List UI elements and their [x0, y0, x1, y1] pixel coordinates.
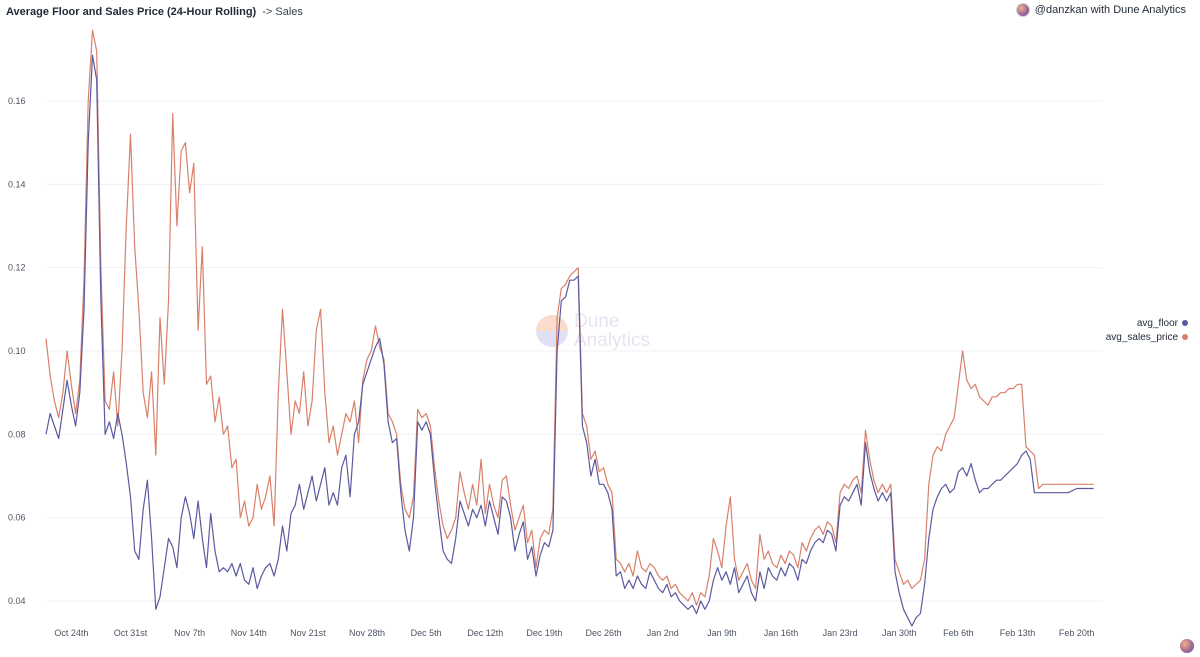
- x-axis-ticks: Oct 24th Oct 31st Nov 7th Nov 14th Nov 21st N…: [54, 628, 1094, 638]
- legend-label-avg-floor: avg_floor: [1136, 317, 1178, 329]
- x-tick-label: Dec 19th: [526, 628, 562, 638]
- legend-item-avg-sales-price[interactable]: avg_sales_price: [1106, 330, 1188, 344]
- legend-dot-avg-floor-icon: [1182, 320, 1188, 326]
- x-tick-label: Oct 31st: [114, 628, 148, 638]
- x-tick-label: Dec 12th: [467, 628, 503, 638]
- watermark: Dune Analytics: [536, 312, 650, 350]
- series-line-avg-sales-price: [45, 29, 1094, 606]
- y-tick-label: 0.10: [8, 346, 26, 356]
- x-tick-label: Jan 23rd: [823, 628, 858, 638]
- chart-title: Average Floor and Sales Price (24-Hour R…: [6, 6, 257, 18]
- y-tick-label: 0.16: [8, 96, 26, 106]
- series-lines: [45, 29, 1094, 627]
- y-tick-label: 0.14: [8, 179, 26, 189]
- grid-lines: [46, 100, 1102, 602]
- series-line-avg-floor: [45, 54, 1094, 627]
- x-tick-label: Feb 13th: [1000, 628, 1036, 638]
- watermark-line1: Dune: [574, 311, 620, 332]
- sales-tab-link[interactable]: -> Sales: [262, 6, 303, 18]
- x-tick-label: Jan 16th: [764, 628, 799, 638]
- legend-dot-avg-sales-price-icon: [1182, 334, 1188, 340]
- legend[interactable]: avg_floor avg_sales_price: [1106, 316, 1188, 344]
- byline[interactable]: @danzkan with Dune Analytics: [1015, 3, 1186, 17]
- x-tick-label: Dec 26th: [586, 628, 622, 638]
- avatar: [1015, 3, 1030, 17]
- y-tick-label: 0.12: [8, 263, 26, 273]
- dune-logo-icon: [536, 315, 568, 347]
- y-tick-label: 0.04: [8, 596, 26, 606]
- x-tick-label: Feb 6th: [943, 628, 974, 638]
- x-tick-label: Nov 28th: [349, 628, 385, 638]
- y-axis-ticks: 0.04 0.06 0.08 0.10 0.12 0.14 0.16: [8, 96, 26, 606]
- x-tick-label: Nov 14th: [231, 628, 267, 638]
- x-tick-label: Dec 5th: [411, 628, 442, 638]
- bottom-avatar-icon[interactable]: [1180, 639, 1194, 653]
- x-tick-label: Jan 2nd: [647, 628, 679, 638]
- y-tick-label: 0.06: [8, 513, 26, 523]
- legend-label-avg-sales-price: avg_sales_price: [1105, 331, 1178, 343]
- x-tick-label: Feb 20th: [1059, 628, 1095, 638]
- x-tick-label: Jan 9th: [707, 628, 737, 638]
- x-tick-label: Nov 7th: [174, 628, 205, 638]
- x-tick-label: Oct 24th: [54, 628, 88, 638]
- y-tick-label: 0.08: [8, 429, 26, 439]
- x-tick-label: Nov 21st: [290, 628, 326, 638]
- x-tick-label: Jan 30th: [882, 628, 917, 638]
- watermark-line2: Analytics: [574, 330, 651, 351]
- legend-item-avg-floor[interactable]: avg_floor: [1106, 316, 1188, 330]
- byline-text[interactable]: @danzkan with Dune Analytics: [1034, 4, 1186, 16]
- chart-header: Average Floor and Sales Price (24-Hour R…: [6, 4, 303, 20]
